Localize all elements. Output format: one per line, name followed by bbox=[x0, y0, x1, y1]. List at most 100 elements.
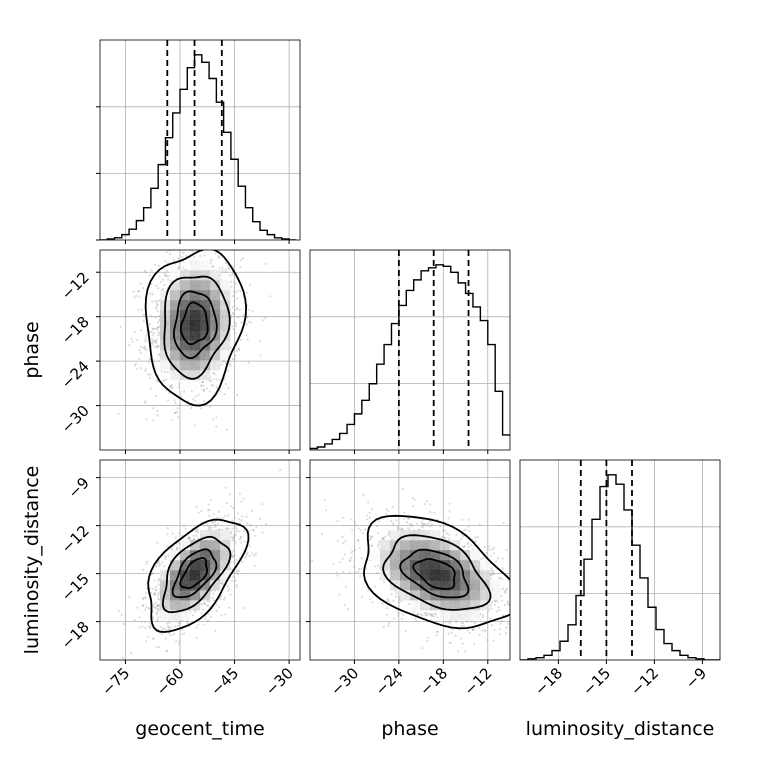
scatter-point bbox=[237, 518, 240, 521]
scatter-point bbox=[235, 530, 238, 533]
scatter-point bbox=[377, 543, 380, 546]
scatter-point bbox=[238, 569, 241, 572]
density-block bbox=[220, 300, 231, 311]
scatter-point bbox=[177, 621, 180, 624]
scatter-point bbox=[133, 330, 137, 334]
density-block bbox=[160, 610, 171, 621]
density-block bbox=[210, 550, 221, 561]
scatter-point bbox=[153, 593, 157, 596]
scatter-point bbox=[236, 569, 239, 572]
scatter-point bbox=[230, 285, 233, 288]
marginal-phase bbox=[309, 249, 511, 454]
scatter-point bbox=[157, 325, 161, 329]
density-block bbox=[180, 590, 191, 601]
density-block bbox=[410, 540, 421, 551]
contour-line bbox=[171, 548, 218, 599]
scatter-point bbox=[243, 556, 247, 559]
scatter-point bbox=[466, 629, 469, 632]
scatter-point bbox=[208, 525, 211, 528]
scatter-point bbox=[155, 604, 158, 607]
scatter-point bbox=[521, 607, 523, 609]
scatter-point bbox=[177, 266, 180, 269]
scatter-point bbox=[138, 295, 141, 298]
scatter-point bbox=[157, 603, 161, 606]
scatter-point bbox=[171, 532, 174, 535]
scatter-point bbox=[344, 540, 347, 543]
scatter-point bbox=[160, 370, 163, 373]
scatter-point bbox=[155, 379, 158, 382]
scatter-point bbox=[440, 535, 444, 539]
scatter-point bbox=[235, 349, 238, 353]
scatter-point bbox=[130, 652, 133, 655]
scatter-point bbox=[500, 578, 504, 581]
scatter-point bbox=[154, 585, 157, 589]
scatter-point bbox=[435, 633, 438, 637]
density-block bbox=[430, 530, 441, 541]
scatter-point bbox=[392, 599, 395, 602]
scatter-point bbox=[490, 573, 493, 577]
scatter-point bbox=[407, 517, 410, 520]
density-block bbox=[420, 590, 431, 601]
scatter-point bbox=[227, 528, 230, 531]
scatter-point bbox=[428, 510, 431, 514]
scatter-point bbox=[246, 338, 249, 341]
density-block bbox=[410, 580, 421, 591]
scatter-point bbox=[151, 407, 154, 410]
scatter-point bbox=[259, 339, 262, 342]
scatter-point bbox=[386, 533, 390, 536]
scatter-point bbox=[232, 328, 235, 331]
scatter-point bbox=[172, 633, 176, 636]
density-block bbox=[190, 270, 201, 281]
contour-line bbox=[362, 514, 510, 630]
scatter-point bbox=[369, 537, 372, 541]
scatter-point bbox=[332, 562, 335, 565]
scatter-point bbox=[166, 275, 169, 278]
density-block bbox=[160, 600, 171, 611]
scatter-point bbox=[436, 630, 439, 633]
scatter-point bbox=[165, 649, 168, 652]
tick-label-y: −24 bbox=[58, 357, 93, 392]
scatter-point bbox=[338, 593, 341, 596]
scatter-point bbox=[155, 284, 158, 287]
scatter-point bbox=[461, 622, 465, 625]
scatter-point bbox=[206, 522, 209, 526]
scatter-point bbox=[193, 538, 196, 541]
scatter-point bbox=[177, 257, 180, 260]
scatter-point bbox=[157, 330, 160, 333]
scatter-point bbox=[382, 536, 385, 540]
scatter-point bbox=[357, 567, 361, 571]
scatter-point bbox=[490, 566, 493, 570]
density-block bbox=[480, 570, 491, 581]
scatter-point bbox=[368, 598, 371, 601]
scatter-point bbox=[395, 592, 398, 595]
scatter-point bbox=[215, 378, 218, 381]
scatter-point bbox=[224, 527, 228, 530]
scatter-point bbox=[444, 537, 447, 540]
scatter-point bbox=[249, 523, 252, 527]
density-block bbox=[410, 590, 421, 601]
scatter-point bbox=[174, 411, 177, 414]
scatter-point bbox=[489, 617, 492, 620]
density-block bbox=[210, 320, 221, 331]
scatter-point bbox=[230, 579, 234, 582]
scatter-point bbox=[117, 609, 120, 612]
scatter-point bbox=[335, 571, 338, 574]
scatter-point bbox=[144, 338, 147, 341]
scatter-point bbox=[157, 334, 160, 337]
scatter-point bbox=[385, 508, 388, 511]
scatter-point bbox=[193, 538, 196, 541]
scatter-point bbox=[191, 614, 195, 617]
scatter-point bbox=[158, 577, 161, 581]
scatter-point bbox=[368, 516, 371, 519]
scatter-point bbox=[461, 642, 465, 645]
density-block bbox=[170, 590, 181, 601]
scatter-point bbox=[234, 322, 238, 325]
scatter-point bbox=[133, 296, 136, 299]
scatter-point bbox=[427, 522, 430, 525]
scatter-point bbox=[237, 316, 240, 319]
scatter-point bbox=[493, 628, 496, 631]
scatter-point bbox=[232, 536, 235, 540]
contour-line bbox=[163, 275, 231, 380]
scatter-point bbox=[421, 614, 424, 617]
scatter-point bbox=[197, 531, 200, 534]
